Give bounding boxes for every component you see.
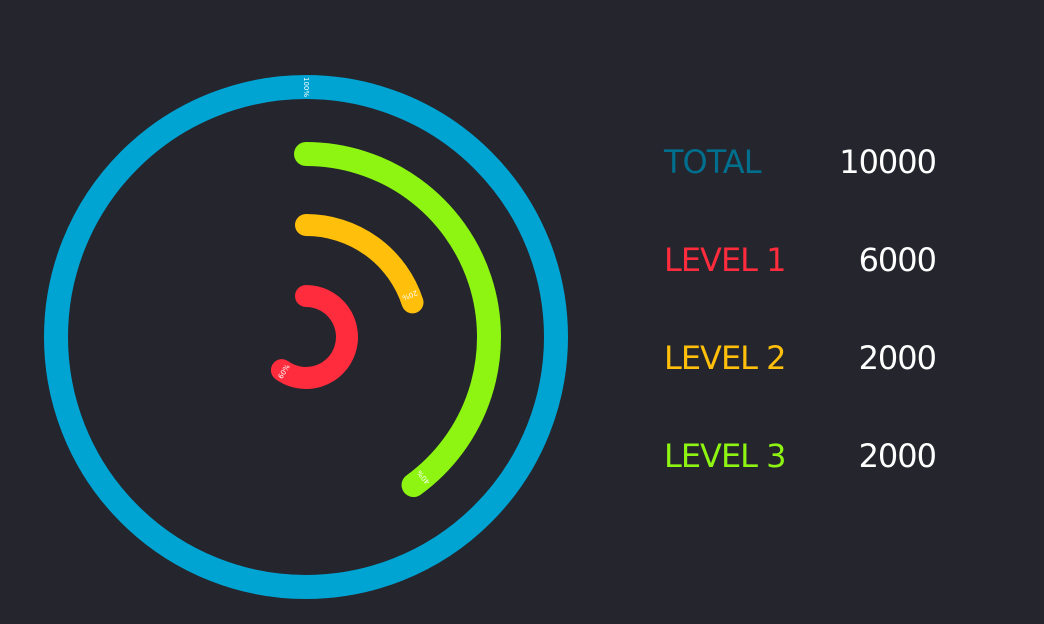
ring-level-3-arc bbox=[294, 142, 501, 498]
legend: TOTAL 10000 LEVEL 1 6000 LEVEL 2 2000 LE… bbox=[664, 130, 964, 522]
legend-row-level-2: LEVEL 2 2000 bbox=[664, 326, 964, 424]
legend-row-level-1: LEVEL 1 6000 bbox=[664, 228, 964, 326]
legend-value-total: 10000 bbox=[839, 143, 937, 181]
legend-label-level-1: LEVEL 1 bbox=[664, 241, 787, 279]
legend-label-level-2: LEVEL 2 bbox=[664, 339, 787, 377]
ring-total-percent-label: 100% bbox=[302, 77, 310, 97]
legend-value-level-2: 2000 bbox=[858, 339, 937, 377]
ring-total-arc bbox=[44, 75, 568, 599]
legend-row-level-3: LEVEL 3 2000 bbox=[664, 424, 964, 522]
ring-level-2-arc bbox=[295, 214, 424, 314]
legend-label-total: TOTAL bbox=[664, 143, 762, 181]
radial-chart: 100%40%20%60% bbox=[44, 75, 568, 599]
legend-value-level-3: 2000 bbox=[858, 437, 937, 475]
legend-row-total: TOTAL 10000 bbox=[664, 130, 964, 228]
legend-value-level-1: 6000 bbox=[858, 241, 937, 279]
ring-level-1-arc bbox=[270, 285, 358, 389]
legend-label-level-3: LEVEL 3 bbox=[664, 437, 787, 475]
